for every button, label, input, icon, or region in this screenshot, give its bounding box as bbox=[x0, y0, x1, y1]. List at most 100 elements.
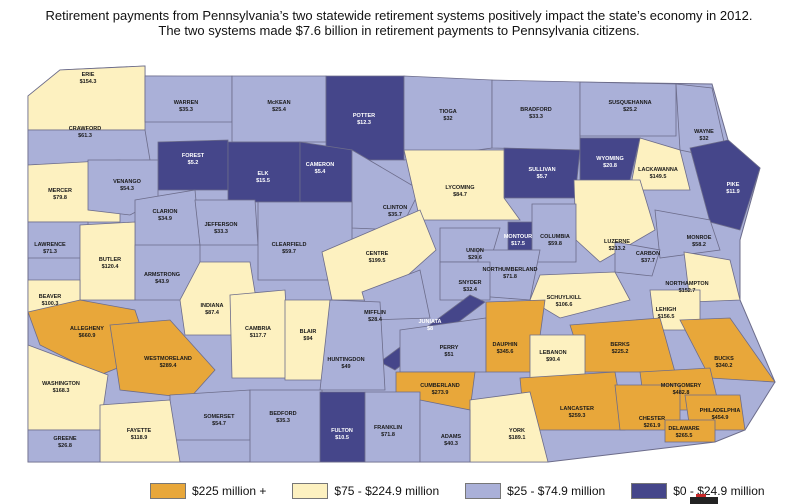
county-name-tioga: TIOGA bbox=[439, 109, 456, 115]
legend-swatch-low bbox=[465, 483, 502, 499]
county-value-mercer: $79.8 bbox=[53, 195, 67, 201]
county-name-bradford: BRADFORD bbox=[520, 107, 551, 113]
county-value-lackawanna: $149.5 bbox=[650, 174, 667, 180]
county-sullivan bbox=[503, 147, 581, 199]
county-value-philadelphia: $454.9 bbox=[712, 415, 729, 421]
county-value-lycoming: $84.7 bbox=[453, 192, 467, 198]
county-name-union: UNION bbox=[466, 248, 484, 254]
county-name-philadelphia: PHILADELPHIA bbox=[700, 408, 741, 414]
county-value-mckean: $25.4 bbox=[272, 107, 287, 113]
county-pike bbox=[689, 139, 761, 231]
county-value-jefferson: $33.3 bbox=[214, 229, 228, 235]
county-value-perry: $51 bbox=[444, 352, 453, 358]
county-value-cambria: $117.7 bbox=[250, 333, 267, 339]
county-value-lawrence: $71.3 bbox=[43, 249, 57, 255]
county-name-lackawanna: LACKAWANNA bbox=[638, 167, 678, 173]
county-susquehanna bbox=[579, 81, 677, 137]
county-name-somerset: SOMERSET bbox=[204, 414, 236, 420]
legend-item-mid: $75 - $224.9 million bbox=[292, 483, 439, 499]
county-name-greene: GREENE bbox=[53, 436, 77, 442]
legend-label-low: $25 - $74.9 million bbox=[507, 484, 606, 498]
county-name-sullivan: SULLIVAN bbox=[528, 167, 555, 173]
county-value-chester: $261.9 bbox=[644, 423, 661, 429]
county-name-warren: WARREN bbox=[174, 100, 198, 106]
county-name-bucks: BUCKS bbox=[714, 356, 734, 362]
county-name-columbia: COLUMBIA bbox=[540, 234, 570, 240]
county-name-lebanon: LEBANON bbox=[539, 350, 566, 356]
county-value-dauphin: $345.6 bbox=[497, 349, 514, 355]
county-value-allegheny: $660.9 bbox=[79, 333, 96, 339]
county-value-wyoming: $20.8 bbox=[603, 163, 617, 169]
legend-label-lowest: $0 - $24.9 million bbox=[673, 484, 765, 498]
county-value-snyder: $32.4 bbox=[463, 287, 478, 293]
county-value-delaware: $265.5 bbox=[676, 433, 693, 439]
county-name-fayette: FAYETTE bbox=[127, 428, 152, 434]
county-cameron bbox=[299, 141, 353, 203]
county-value-bradford: $33.3 bbox=[529, 114, 543, 120]
county-westmoreland bbox=[109, 319, 216, 399]
county-name-carbon: CARBON bbox=[636, 251, 660, 257]
county-name-perry: PERRY bbox=[440, 345, 459, 351]
county-name-lehigh: LEHIGH bbox=[656, 307, 677, 313]
county-name-cumberland: CUMBERLAND bbox=[420, 383, 459, 389]
corner-logo-icon bbox=[690, 494, 718, 504]
county-value-beaver: $100.3 bbox=[42, 301, 59, 307]
county-value-warren: $35.3 bbox=[179, 107, 193, 113]
county-snyder bbox=[439, 261, 491, 301]
county-name-clinton: CLINTON bbox=[383, 205, 407, 211]
county-delaware bbox=[664, 419, 716, 443]
legend-item-low: $25 - $74.9 million bbox=[465, 483, 605, 499]
county-value-armstrong: $43.9 bbox=[155, 279, 169, 285]
county-adams bbox=[419, 399, 471, 463]
county-name-york: YORK bbox=[509, 428, 525, 434]
county-value-lancaster: $259.3 bbox=[569, 413, 586, 419]
county-name-centre: CENTRE bbox=[366, 251, 389, 257]
legend-swatch-high bbox=[150, 483, 186, 499]
county-name-forest: FOREST bbox=[182, 153, 205, 159]
county-name-montour: MONTOUR bbox=[504, 234, 532, 240]
county-value-potter: $12.3 bbox=[357, 120, 371, 126]
county-value-forest: $5.2 bbox=[188, 160, 199, 166]
county-value-luzerne: $213.2 bbox=[609, 246, 626, 252]
county-name-indiana: INDIANA bbox=[201, 303, 224, 309]
county-value-franklin: $71.8 bbox=[381, 432, 395, 438]
county-name-lycoming: LYCOMING bbox=[445, 185, 474, 191]
county-name-beaver: BEAVER bbox=[39, 294, 62, 300]
county-name-mercer: MERCER bbox=[48, 188, 72, 194]
county-name-butler: BUTLER bbox=[99, 257, 121, 263]
county-name-chester: CHESTER bbox=[639, 416, 665, 422]
county-name-blair: BLAIR bbox=[300, 329, 317, 335]
county-lackawanna bbox=[629, 137, 691, 191]
county-value-fayette: $118.9 bbox=[131, 435, 148, 441]
county-value-crawford: $61.3 bbox=[78, 133, 92, 139]
county-name-montgomery: MONTGOMERY bbox=[661, 383, 702, 389]
county-value-washington: $168.3 bbox=[53, 388, 70, 394]
county-value-clinton: $35.7 bbox=[388, 212, 402, 218]
legend-swatch-lowest bbox=[631, 483, 668, 499]
county-name-juniata: JUNIATA bbox=[418, 319, 441, 325]
legend-label-mid: $75 - $224.9 million bbox=[334, 484, 440, 498]
county-name-pike: PIKE bbox=[727, 182, 740, 188]
legend-swatch-mid bbox=[292, 483, 329, 499]
county-value-clarion: $34.9 bbox=[158, 216, 172, 222]
county-value-columbia: $59.8 bbox=[548, 241, 562, 247]
county-name-cambria: CAMBRIA bbox=[245, 326, 271, 332]
county-name-berks: BERKS bbox=[610, 342, 630, 348]
county-value-cameron: $5.4 bbox=[315, 169, 327, 175]
county-value-centre: $199.5 bbox=[369, 258, 386, 264]
county-value-lehigh: $156.5 bbox=[658, 314, 675, 320]
county-name-monroe: MONROE bbox=[687, 235, 712, 241]
county-value-adams: $40.3 bbox=[444, 441, 458, 447]
county-name-crawford: CRAWFORD bbox=[69, 126, 101, 132]
county-value-monroe: $58.2 bbox=[692, 242, 706, 248]
county-value-somerset: $54.7 bbox=[212, 421, 226, 427]
county-value-westmoreland: $289.4 bbox=[160, 363, 178, 369]
county-name-luzerne: LUZERNE bbox=[604, 239, 630, 245]
county-name-clearfield: CLEARFIELD bbox=[272, 242, 307, 248]
county-value-indiana: $87.4 bbox=[205, 310, 220, 316]
county-name-clarion: CLARION bbox=[152, 209, 177, 215]
county-name-elk: ELK bbox=[258, 171, 269, 177]
county-name-dauphin: DAUPHIN bbox=[492, 342, 517, 348]
county-value-bucks: $340.2 bbox=[716, 363, 733, 369]
county-name-schuylkill: SCHUYLKILL bbox=[547, 295, 582, 301]
